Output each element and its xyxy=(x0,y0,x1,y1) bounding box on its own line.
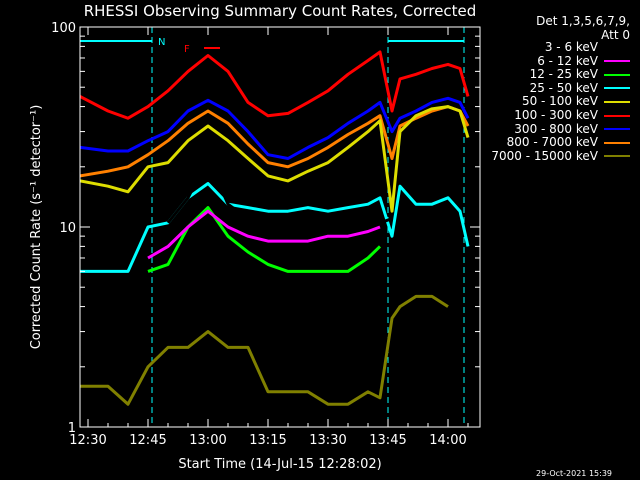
legend-item-3: 25 - 50 keV xyxy=(530,81,630,95)
legend-label: 100 - 300 keV xyxy=(514,108,598,122)
legend-item-7: 800 - 7000 keV xyxy=(507,135,630,149)
series-line-7 xyxy=(80,105,470,178)
x-tick-label-6: 14:00 xyxy=(429,433,466,448)
x-tick-label-5: 13:45 xyxy=(369,433,406,448)
plot-frame xyxy=(79,26,481,428)
legend-item-5: 100 - 300 keV xyxy=(514,108,630,122)
chart-title: RHESSI Observing Summary Count Rates, Co… xyxy=(84,2,477,20)
flag-label-1: F xyxy=(184,44,190,55)
x-axis-label: Start Time (14-Jul-15 12:28:02) xyxy=(178,457,381,472)
plot-area: NF xyxy=(80,27,470,427)
legend-swatch xyxy=(604,155,630,158)
series-line-0 xyxy=(166,157,393,225)
axes: 12:30 12:45 13:00 13:15 13:30 13:45 14:00 1 10 10… xyxy=(51,21,481,448)
legend-swatch xyxy=(604,87,630,90)
series-line-8 xyxy=(80,294,449,406)
legend-swatch xyxy=(604,73,630,76)
x-tick-label-4: 13:30 xyxy=(309,433,346,448)
legend-swatch xyxy=(604,141,630,144)
y-tick-label-1: 10 xyxy=(59,221,76,236)
legend-swatch xyxy=(604,114,630,117)
series-line-3 xyxy=(80,182,470,273)
legend-item-4: 50 - 100 keV xyxy=(522,94,630,108)
legend-label: 300 - 800 keV xyxy=(514,121,598,136)
legend-label: 7000 - 15000 keV xyxy=(491,148,598,163)
legend-item-1: 6 - 12 keV xyxy=(537,54,630,68)
flag-label-0: N xyxy=(158,37,165,48)
legend-label: 12 - 25 keV xyxy=(529,67,598,82)
legend-swatch xyxy=(604,128,630,131)
series-line-6 xyxy=(80,96,470,160)
legend-swatch xyxy=(604,100,630,103)
x-tick-label-0: 12:30 xyxy=(69,433,106,448)
series-line-4 xyxy=(80,105,470,213)
legend-item-2: 12 - 25 keV xyxy=(530,67,630,81)
legend-item-0: 3 - 6 keV xyxy=(545,40,630,54)
legend-swatch xyxy=(604,46,630,49)
y-axis-label: Corrected Count Rate (s⁻¹ detector⁻¹) xyxy=(29,105,44,350)
x-tick-label-2: 13:00 xyxy=(189,433,226,448)
series-line-1 xyxy=(147,209,381,260)
y-tick-label-2: 100 xyxy=(51,21,76,36)
legend-label: 3 - 6 keV xyxy=(544,40,598,54)
legend-item-8: 7000 - 15000 keV xyxy=(491,149,630,163)
footer-date: 29-Oct-2021 15:39 xyxy=(536,469,612,478)
legend-swatch xyxy=(604,60,630,63)
legend-label: 800 - 7000 keV xyxy=(506,135,598,150)
x-tick-label-1: 12:45 xyxy=(129,433,166,448)
series-line-5 xyxy=(80,50,470,120)
x-tick-label-3: 13:15 xyxy=(249,433,286,448)
legend-label: 50 - 100 keV xyxy=(521,94,598,109)
y-tick-label-0: 1 xyxy=(68,421,76,436)
legend-detectors: Det 1,3,5,6,7,9, xyxy=(536,14,630,28)
legend-item-6: 300 - 800 keV xyxy=(514,122,630,136)
legend-label: 25 - 50 keV xyxy=(529,80,598,95)
legend-label: 6 - 12 keV xyxy=(537,53,598,68)
legend-attenuator: Att 0 xyxy=(601,28,630,42)
